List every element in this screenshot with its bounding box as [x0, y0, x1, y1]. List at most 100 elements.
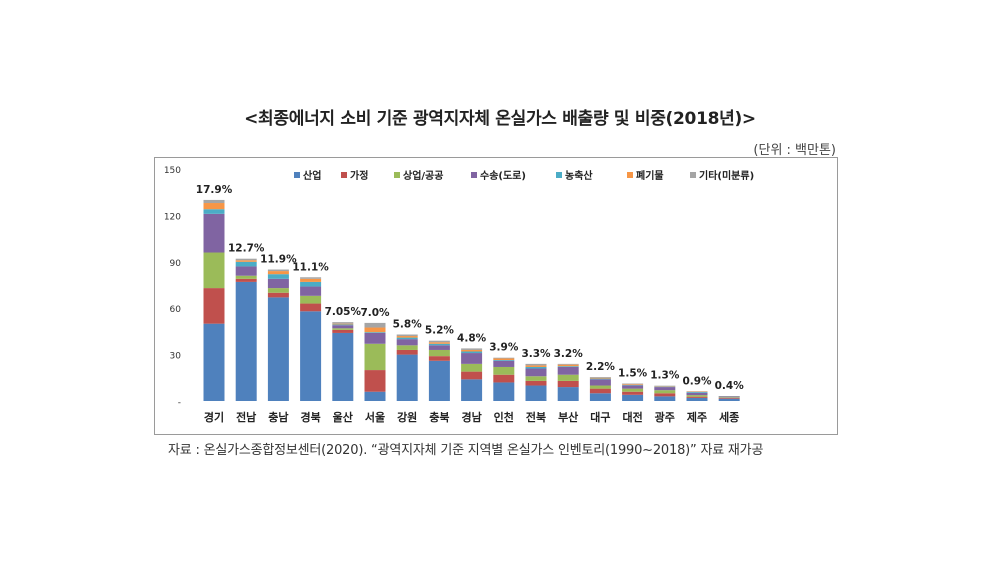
- legend-label: 폐기물: [636, 169, 664, 182]
- bar-segment: [267, 297, 289, 401]
- bar-segment: [332, 332, 354, 401]
- bar-segment: [332, 322, 354, 324]
- bar-segment: [203, 252, 225, 289]
- x-tick-label: 경북: [300, 410, 320, 424]
- x-tick-label: 세종: [719, 410, 739, 424]
- bar-segment: [525, 363, 547, 366]
- x-tick-label: 대구: [590, 410, 610, 424]
- x-tick-label: 서울: [365, 410, 385, 424]
- bar-segment: [364, 322, 386, 328]
- x-tick-label: 울산: [333, 410, 353, 424]
- bar-segment: [235, 275, 257, 279]
- bar-segment: [428, 349, 450, 357]
- bar-segment: [203, 288, 225, 324]
- bar-segment: [235, 281, 257, 401]
- bar-segment: [557, 387, 579, 401]
- bar-segment: [203, 323, 225, 401]
- y-tick-label: 150: [164, 166, 181, 176]
- bar-segment: [493, 357, 515, 359]
- bar-segment: [300, 281, 322, 287]
- y-tick-label: 30: [170, 352, 182, 362]
- bar-segment: [267, 269, 289, 272]
- bar-segment: [557, 374, 579, 381]
- bar-segment: [622, 394, 644, 401]
- bar-segment: [235, 260, 257, 262]
- bar-segment: [428, 360, 450, 401]
- bar-segment: [267, 288, 289, 293]
- bar-segment: [589, 379, 611, 386]
- bar-segment: [332, 323, 354, 325]
- bar-segment: [300, 286, 322, 296]
- bar-segment: [589, 385, 611, 389]
- x-tick-label: 충남: [268, 410, 288, 424]
- bar-segment: [203, 199, 225, 204]
- share-label: 1.3%: [650, 370, 680, 382]
- y-tick-label: 90: [170, 259, 182, 269]
- bar-segment: [589, 377, 611, 379]
- legend-swatch: [627, 172, 633, 178]
- bar-segment: [300, 278, 322, 282]
- bar-segment: [557, 363, 579, 365]
- bar-segment: [493, 374, 515, 383]
- share-label: 3.9%: [489, 342, 519, 354]
- chart-title: <최종에너지 소비 기준 광역지자체 온실가스 배출량 및 비중(2018년)>: [244, 109, 756, 129]
- bar-segment: [364, 332, 386, 344]
- bar-segment: [525, 380, 547, 386]
- x-tick-label: 강원: [397, 410, 417, 424]
- share-label: 7.0%: [360, 307, 390, 319]
- bar-segment: [622, 383, 644, 385]
- legend-label: 농축산: [565, 169, 593, 182]
- x-tick-label: 부산: [558, 410, 578, 424]
- bar-segment: [589, 393, 611, 401]
- bar-segment: [396, 337, 418, 340]
- legend-label: 수송(도로): [480, 170, 526, 182]
- bar-segment: [203, 209, 225, 214]
- share-label: 0.4%: [715, 380, 745, 392]
- share-label: 2.2%: [586, 361, 616, 373]
- bar-segment: [364, 327, 386, 333]
- share-label: 1.5%: [618, 368, 648, 380]
- share-label: 11.9%: [260, 254, 297, 266]
- bar-segment: [396, 354, 418, 401]
- bar-segment: [718, 397, 740, 398]
- y-tick-label: -: [178, 398, 181, 408]
- bar-segment: [300, 277, 322, 279]
- bar-segment: [396, 339, 418, 346]
- bar-segment: [364, 391, 386, 401]
- bar-segment: [525, 368, 547, 377]
- bar-segment: [493, 382, 515, 401]
- bar-segment: [428, 356, 450, 361]
- bar-segment: [267, 278, 289, 289]
- bar-segment: [525, 366, 547, 369]
- bar-segment: [654, 393, 676, 397]
- legend-label: 상업/공공: [403, 169, 443, 182]
- bar-segment: [686, 395, 708, 397]
- legend-swatch: [690, 172, 696, 178]
- bar-segment: [686, 392, 708, 396]
- bar-segment: [718, 398, 740, 401]
- share-label: 12.7%: [228, 243, 265, 255]
- bar-segment: [654, 396, 676, 401]
- bar-segment: [396, 345, 418, 350]
- bar-segment: [300, 303, 322, 312]
- bar-segment: [622, 391, 644, 395]
- bar-segment: [493, 358, 515, 361]
- chart-frame: [154, 157, 838, 435]
- bar-segment: [203, 203, 225, 210]
- bar-segment: [332, 324, 354, 326]
- y-tick-label: 120: [164, 212, 181, 222]
- x-tick-label: 광주: [655, 411, 675, 424]
- legend-label: 가정: [350, 169, 368, 182]
- unit-label: (단위 : 백만톤): [753, 143, 836, 158]
- bar-segment: [718, 397, 740, 399]
- bar-segment: [461, 349, 483, 352]
- stacked-bar-chart: - 30 60 90 120 150 산업 가정 상업/공공 수송(도로) 농축산 폐기물 기타(미분류…: [164, 166, 754, 424]
- x-tick-label: 충북: [429, 410, 449, 424]
- share-label: 5.2%: [425, 325, 455, 337]
- legend-swatch: [294, 172, 300, 178]
- bar-segment: [332, 329, 354, 333]
- bar-segment: [428, 345, 450, 350]
- legend-swatch: [556, 172, 562, 178]
- share-label: 17.9%: [196, 184, 233, 196]
- bar-segment: [267, 292, 289, 298]
